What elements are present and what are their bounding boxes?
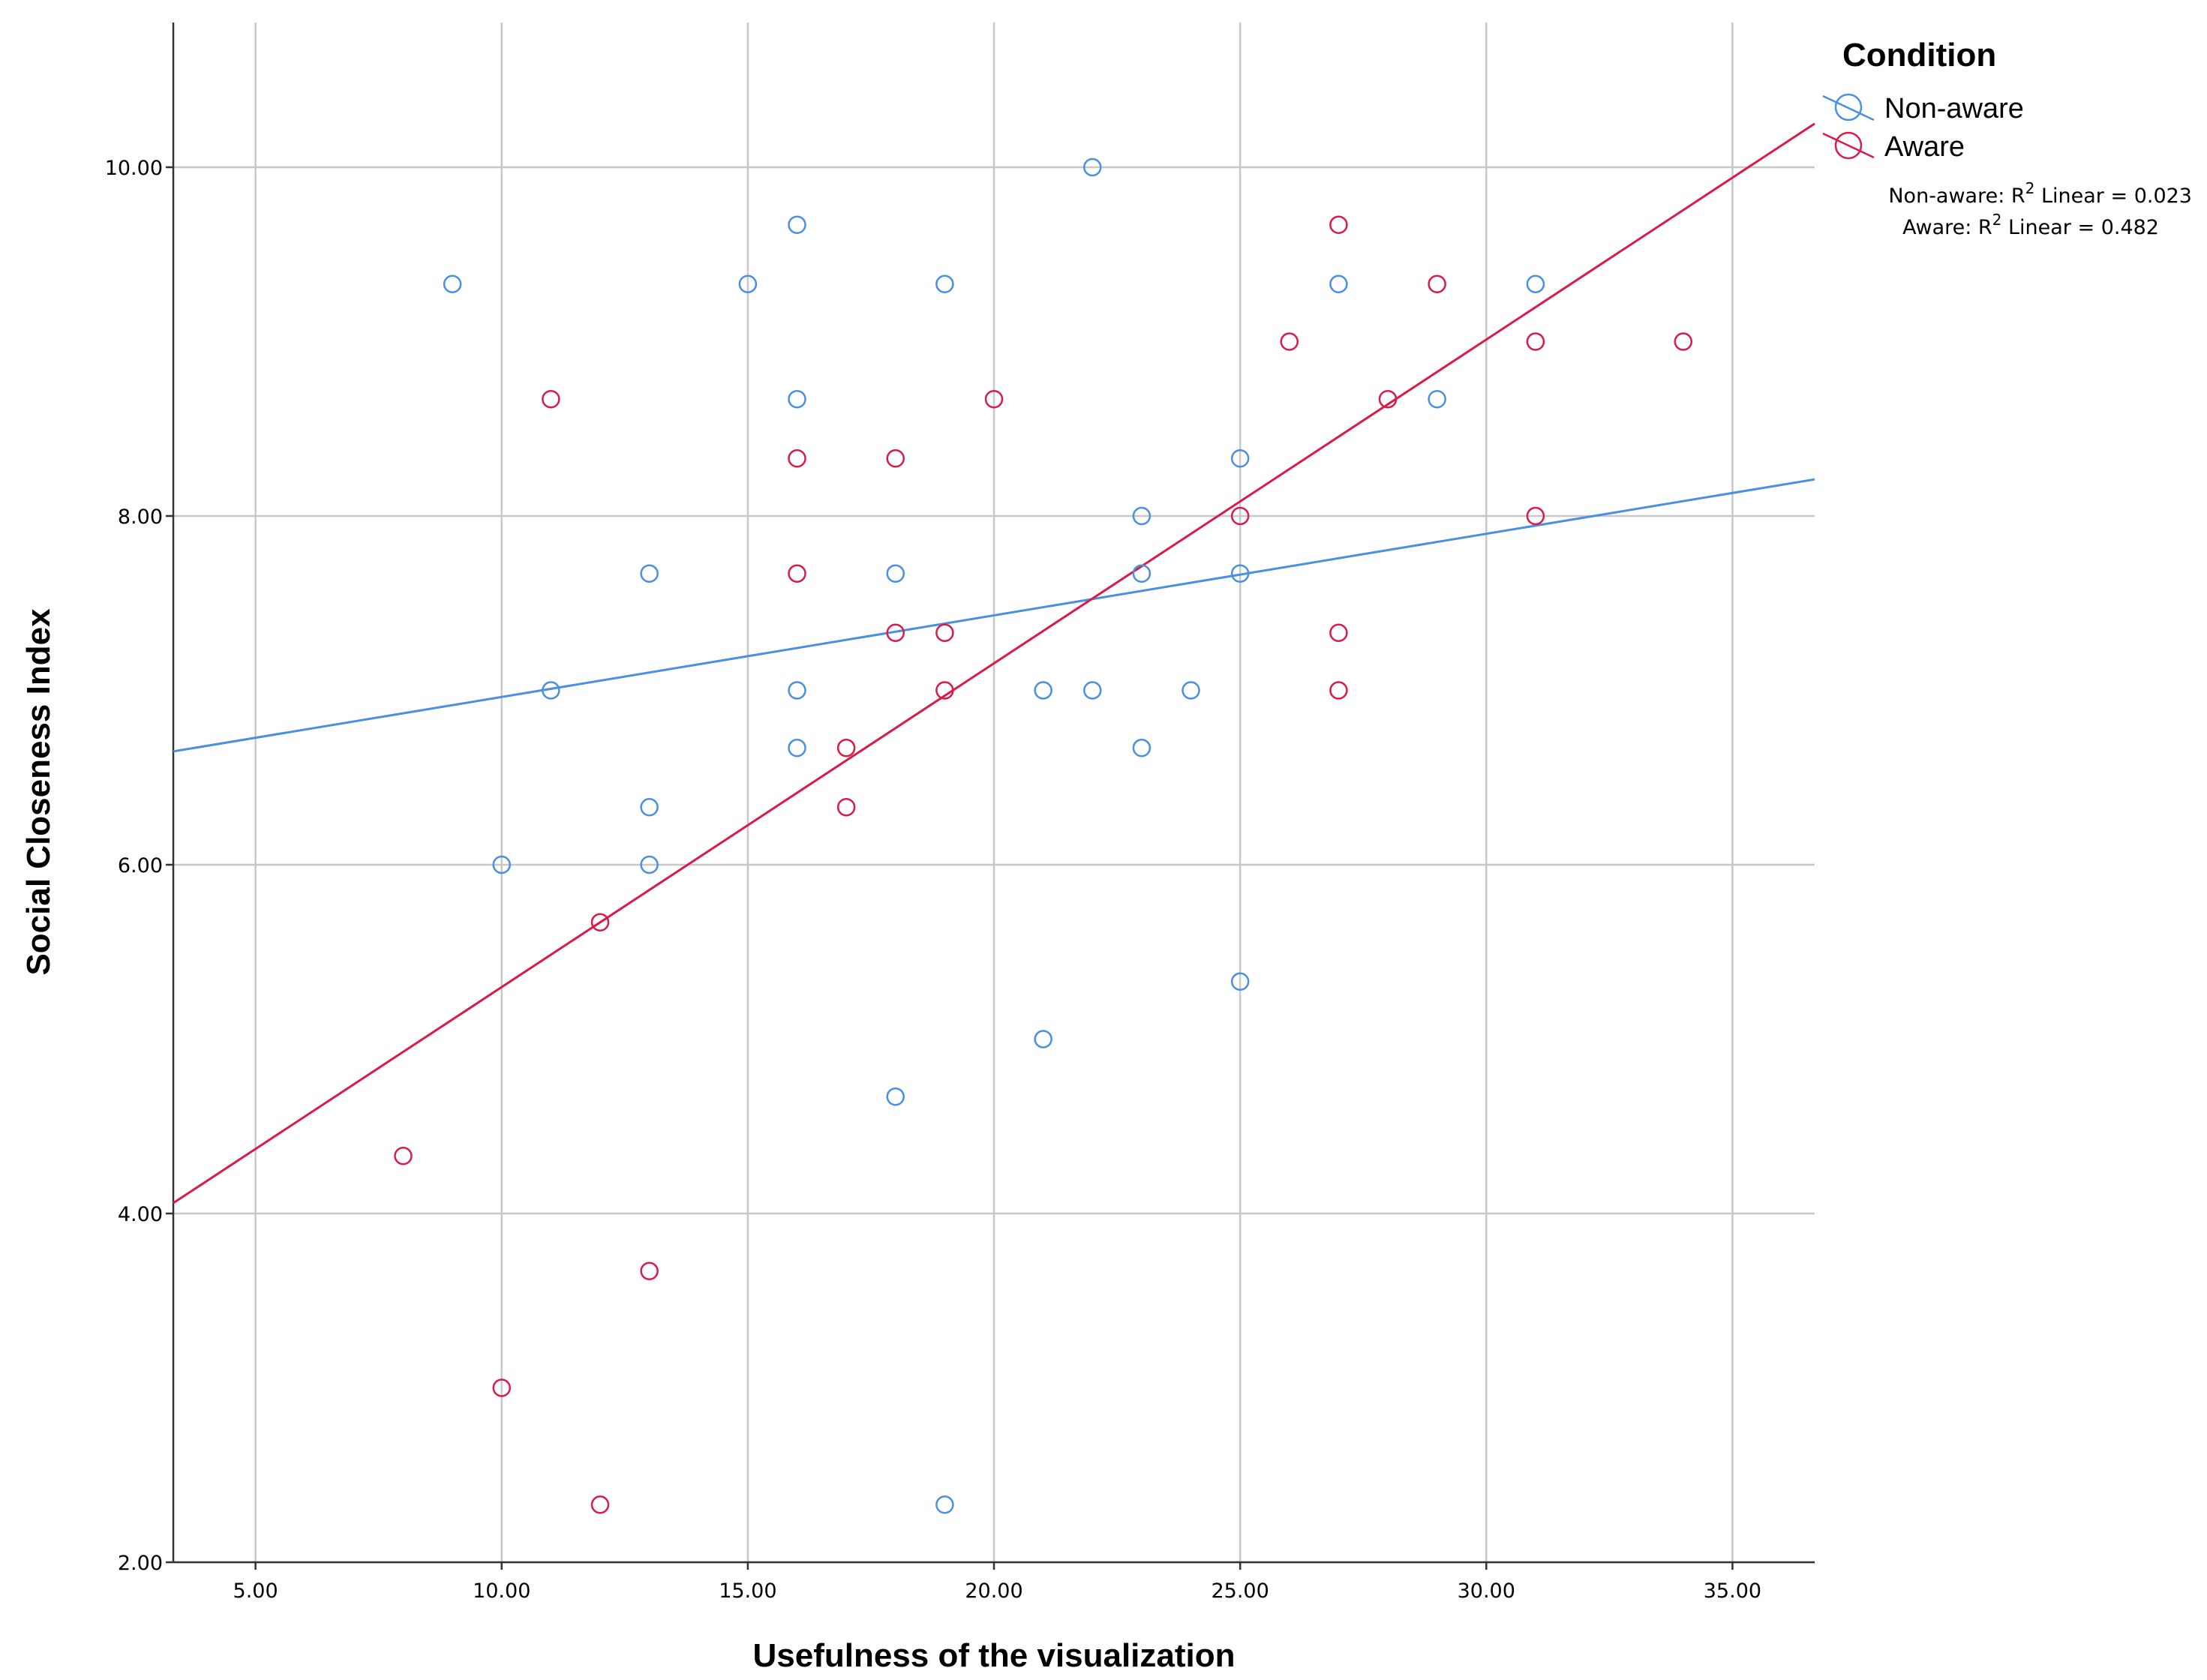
data-point-non-aware [542,681,560,700]
data-point-aware [1329,681,1348,700]
r2-aware: Aware: R2 Linear = 0.482 [1902,211,2159,239]
legend: Condition Non-aware Aware Non-aware: R2 … [1822,37,2192,239]
tick-labels: 5.00 10.00 15.00 20.00 25.00 30.00 35.00 2.00 4.… [105,157,1761,1603]
data-point-aware [640,1262,659,1280]
grid [173,22,1815,1564]
y-tick-label: 2.00 [118,1552,163,1575]
data-point-non-aware [1230,564,1250,583]
data-point-non-aware [935,1496,954,1514]
data-point-non-aware [640,855,659,874]
data-point-non-aware [1132,506,1152,526]
x-tick-label: 30.00 [1458,1580,1515,1603]
data-point-aware [590,1496,610,1514]
data-point-non-aware [886,564,905,583]
fit-line-non-aware [173,478,1815,753]
data-point-non-aware [788,215,806,234]
legend-line-aware [1822,132,1875,159]
x-tick-label: 35.00 [1704,1580,1761,1603]
data-point-non-aware [640,798,659,817]
r2-non-aware-suffix: Linear = 0.023 [2034,184,2192,208]
data-point-non-aware [1034,681,1052,700]
r2-non-aware-sup: 2 [2025,179,2035,197]
data-point-aware [1674,332,1693,351]
data-point-aware [542,389,560,409]
data-point-aware [1329,623,1348,643]
r2-non-aware: Non-aware: R2 Linear = 0.023 [1888,179,2192,208]
legend-title: Condition [1842,37,1996,74]
r2-aware-suffix: Linear = 0.482 [2001,216,2159,239]
data-point-aware [1230,506,1250,526]
data-point-aware [935,681,954,700]
data-point-aware [1526,506,1545,526]
fit-lines [173,122,1815,1204]
data-point-aware [836,738,856,758]
data-point-non-aware [1182,681,1200,700]
data-point-aware [1428,274,1446,294]
data-point-aware [984,389,1004,409]
x-tick-label: 15.00 [719,1580,776,1603]
data-point-non-aware [1428,389,1446,409]
data-point-aware [492,1378,511,1397]
data-point-aware [935,623,954,643]
r2-non-aware-prefix: Non-aware: R [1888,184,2025,208]
data-point-non-aware [1132,564,1152,583]
r2-aware-sup: 2 [1992,211,2002,229]
legend-line-non-aware [1822,94,1875,122]
data-point-non-aware [640,564,659,583]
x-tick-label: 20.00 [965,1580,1022,1603]
data-point-non-aware [492,855,511,874]
x-tick-label: 10.00 [473,1580,530,1603]
y-tick-label: 6.00 [118,854,163,878]
data-point-aware [886,449,905,468]
x-tick-label: 5.00 [233,1580,278,1603]
legend-label-aware: Aware [1884,131,1965,163]
legend-marker-non-aware [1834,93,1863,122]
data-point-aware [1280,332,1299,351]
data-point-aware [886,623,905,643]
y-tick-label: 8.00 [118,506,163,529]
data-point-aware [788,449,806,468]
data-point-non-aware [1083,158,1102,177]
data-point-non-aware [788,681,806,700]
data-point-non-aware [1230,449,1250,468]
data-points [394,158,1693,1514]
data-point-non-aware [788,738,806,758]
data-point-non-aware [1132,738,1152,758]
x-tick-label: 25.00 [1211,1580,1269,1603]
fit-line-aware [173,122,1815,1204]
data-point-aware [788,564,806,583]
y-tick-label: 10.00 [105,157,163,180]
r2-aware-prefix: Aware: R [1902,216,1992,239]
data-point-aware [1526,332,1545,351]
data-point-non-aware [1083,681,1102,700]
legend-marker-aware [1834,131,1863,160]
y-axis-title: Social Closeness Index [20,608,57,976]
y-tick-label: 4.00 [118,1203,163,1226]
data-point-non-aware [1526,274,1545,294]
data-point-aware [394,1147,413,1166]
data-point-aware [1378,389,1398,409]
x-axis-title: Usefulness of the visualization [752,1637,1235,1674]
data-point-non-aware [1329,274,1348,294]
data-point-non-aware [1034,1030,1052,1048]
legend-label-non-aware: Non-aware [1884,93,2024,124]
data-point-aware [836,798,856,817]
data-point-non-aware [886,1087,905,1106]
data-point-aware [590,913,610,932]
data-point-non-aware [1230,972,1250,992]
data-point-aware [1329,215,1348,234]
data-point-non-aware [443,274,462,294]
data-point-non-aware [788,389,806,409]
data-point-non-aware [738,274,758,294]
data-point-non-aware [935,274,954,294]
